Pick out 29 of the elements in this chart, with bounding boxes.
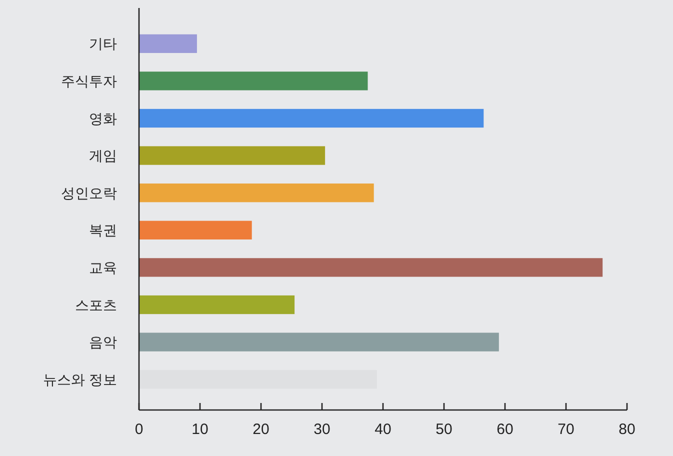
y-tick-label: 영화 [89, 110, 117, 126]
y-tick-label: 기타 [89, 36, 117, 52]
y-tick-label: 주식투자 [61, 72, 117, 89]
x-tick-label: 30 [314, 421, 330, 438]
y-tick-label: 스포츠 [75, 296, 117, 313]
x-tick-label: 0 [134, 421, 144, 438]
bar [139, 72, 368, 90]
x-tick-label: 40 [374, 421, 392, 438]
y-tick-label: 뉴스와 정보 [43, 371, 117, 388]
y-tick-label: 성인오락 [61, 184, 117, 201]
y-tick-label: 게임 [89, 148, 117, 164]
bar [139, 258, 603, 277]
x-tick-label: 50 [436, 421, 452, 438]
x-tick-label: 60 [496, 421, 514, 438]
bar [139, 370, 377, 389]
bar [139, 184, 374, 202]
bar [139, 34, 197, 53]
y-tick-label: 복권 [89, 222, 117, 238]
x-tick-label: 70 [558, 421, 574, 438]
x-tick-label: 10 [192, 421, 208, 438]
x-tick-label: 80 [618, 421, 636, 438]
bar [139, 332, 499, 352]
bar [139, 146, 326, 165]
bar [139, 220, 252, 240]
x-tick-label: 20 [252, 421, 270, 438]
y-tick-label: 교육 [89, 259, 117, 276]
bar [139, 295, 295, 314]
y-tick-label: 음악 [89, 334, 117, 350]
bar [139, 108, 484, 128]
